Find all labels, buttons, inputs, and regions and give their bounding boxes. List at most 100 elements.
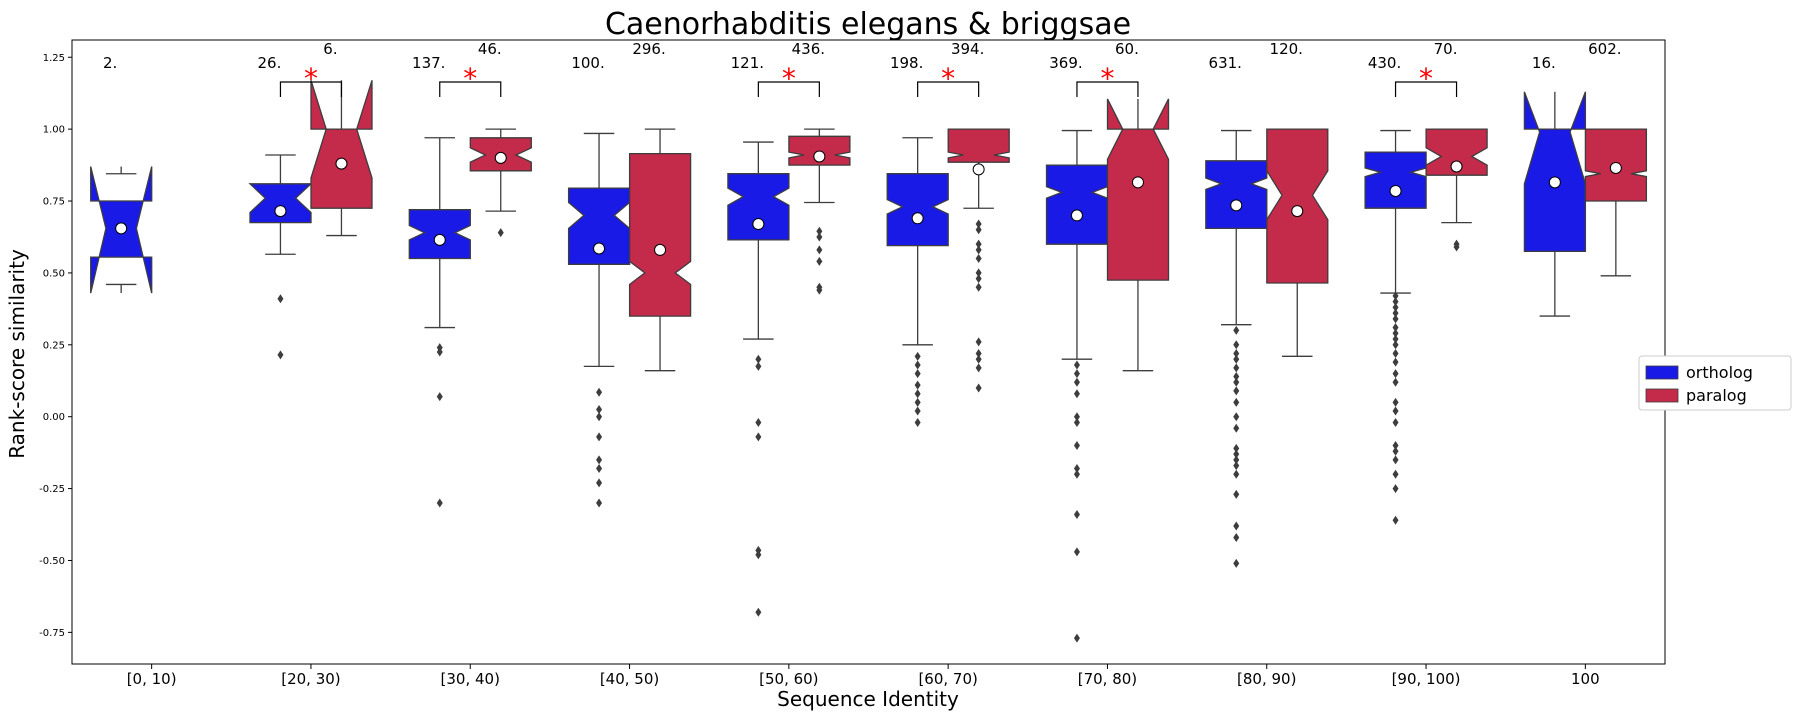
outlier-point <box>1073 389 1080 399</box>
outlier-point <box>975 348 982 358</box>
outlier-point <box>1233 412 1240 422</box>
count-label: 120. <box>1270 40 1303 58</box>
outlier-point <box>1233 469 1240 479</box>
outlier-point <box>1392 314 1399 324</box>
outlier-point <box>1233 489 1240 499</box>
box-paralog: 6. <box>310 40 373 237</box>
x-tick-label: [0, 10) <box>127 670 177 688</box>
mean-marker <box>1548 176 1561 189</box>
outlier-point <box>975 239 982 249</box>
legend-label-paralog: paralog <box>1686 386 1747 405</box>
significance-star: * <box>463 62 477 95</box>
outlier-point <box>277 294 284 304</box>
notched-box <box>1045 164 1109 245</box>
box-ortholog: 26. <box>248 54 313 360</box>
count-label: 26. <box>258 54 282 72</box>
outlier-point <box>816 226 823 236</box>
count-label: 602. <box>1588 40 1621 58</box>
outlier-point <box>1233 449 1240 459</box>
outlier-point <box>755 432 762 442</box>
outlier-point <box>1073 440 1080 450</box>
notched-box <box>947 128 1010 163</box>
notched-box <box>1523 91 1587 253</box>
y-tick-label: 1.25 <box>43 53 65 64</box>
outlier-point <box>755 361 762 371</box>
chart-title: Caenorhabditis elegans & briggsae <box>605 7 1131 42</box>
outlier-point <box>1233 521 1240 531</box>
outlier-point <box>1392 340 1399 350</box>
notched-box <box>1425 128 1488 176</box>
mean-marker <box>1450 160 1463 173</box>
x-tick-label: [80, 90) <box>1237 670 1296 688</box>
count-label: 198. <box>890 54 923 72</box>
count-label: 46. <box>478 40 502 58</box>
mean-marker <box>752 218 765 231</box>
outlier-point <box>1392 440 1399 450</box>
count-label: 369. <box>1049 54 1082 72</box>
outlier-point <box>1233 397 1240 407</box>
outlier-point <box>1233 340 1240 350</box>
y-tick-label: 0.75 <box>43 197 65 208</box>
outlier-point <box>914 360 921 370</box>
outlier-point <box>914 380 921 390</box>
box-paralog: 60. <box>1106 40 1170 372</box>
outlier-point <box>1073 509 1080 519</box>
y-tick-label: -0.75 <box>39 628 65 639</box>
outlier-point <box>975 245 982 255</box>
outlier-point <box>975 219 982 229</box>
box-paralog: 296. <box>628 40 692 372</box>
box-paralog: 46. <box>469 40 532 238</box>
y-tick-label: 0.50 <box>43 268 65 279</box>
x-tick-label: [90, 100) <box>1392 670 1461 688</box>
mean-marker <box>1131 176 1144 189</box>
outlier-point <box>914 397 921 407</box>
mean-marker <box>813 150 826 163</box>
outlier-point <box>1392 369 1399 379</box>
significance-star: * <box>304 62 318 95</box>
outlier-point <box>975 274 982 284</box>
significance-star: * <box>1100 62 1114 95</box>
outlier-point <box>1073 547 1080 557</box>
count-label: 631. <box>1209 54 1242 72</box>
significance-bracket <box>1076 81 1139 97</box>
outlier-point <box>596 405 603 415</box>
outlier-point <box>1392 334 1399 344</box>
outlier-point <box>755 354 762 364</box>
outlier-point <box>1233 443 1240 453</box>
outlier-point <box>1233 532 1240 542</box>
outlier-point <box>975 282 982 292</box>
outlier-point <box>1233 363 1240 373</box>
outlier-point <box>1392 484 1399 494</box>
significance-star: * <box>782 62 796 95</box>
outlier-point <box>1392 406 1399 416</box>
box-ortholog: 198. <box>886 54 949 427</box>
count-label: 430. <box>1368 54 1401 72</box>
outlier-point <box>436 392 443 402</box>
legend-swatch-ortholog <box>1645 365 1679 380</box>
outlier-point <box>1233 455 1240 465</box>
outlier-point <box>975 337 982 347</box>
box-ortholog: 16. <box>1523 54 1587 317</box>
outlier-point <box>755 417 762 427</box>
mean-marker <box>1389 184 1402 197</box>
count-label: 6. <box>323 40 337 58</box>
outlier-point <box>1233 423 1240 433</box>
x-tick-label: [20, 30) <box>281 670 340 688</box>
legend: ortholog paralog <box>1638 355 1792 411</box>
x-tick-label: [30, 40) <box>441 670 500 688</box>
outlier-point <box>975 383 982 393</box>
notched-box <box>310 80 373 209</box>
plot-frame <box>71 39 1666 665</box>
mean-marker <box>274 205 287 218</box>
mean-marker <box>1609 161 1622 174</box>
significance-star: * <box>941 62 955 95</box>
y-axis-label: Rank-score similarity <box>5 249 29 459</box>
mean-marker <box>593 242 606 255</box>
outlier-point <box>914 406 921 416</box>
box-paralog: 602. <box>1584 40 1648 277</box>
outlier-point <box>816 256 823 266</box>
outlier-point <box>1392 397 1399 407</box>
outlier-point <box>1392 348 1399 358</box>
outlier-point <box>596 463 603 473</box>
outlier-point <box>1073 417 1080 427</box>
